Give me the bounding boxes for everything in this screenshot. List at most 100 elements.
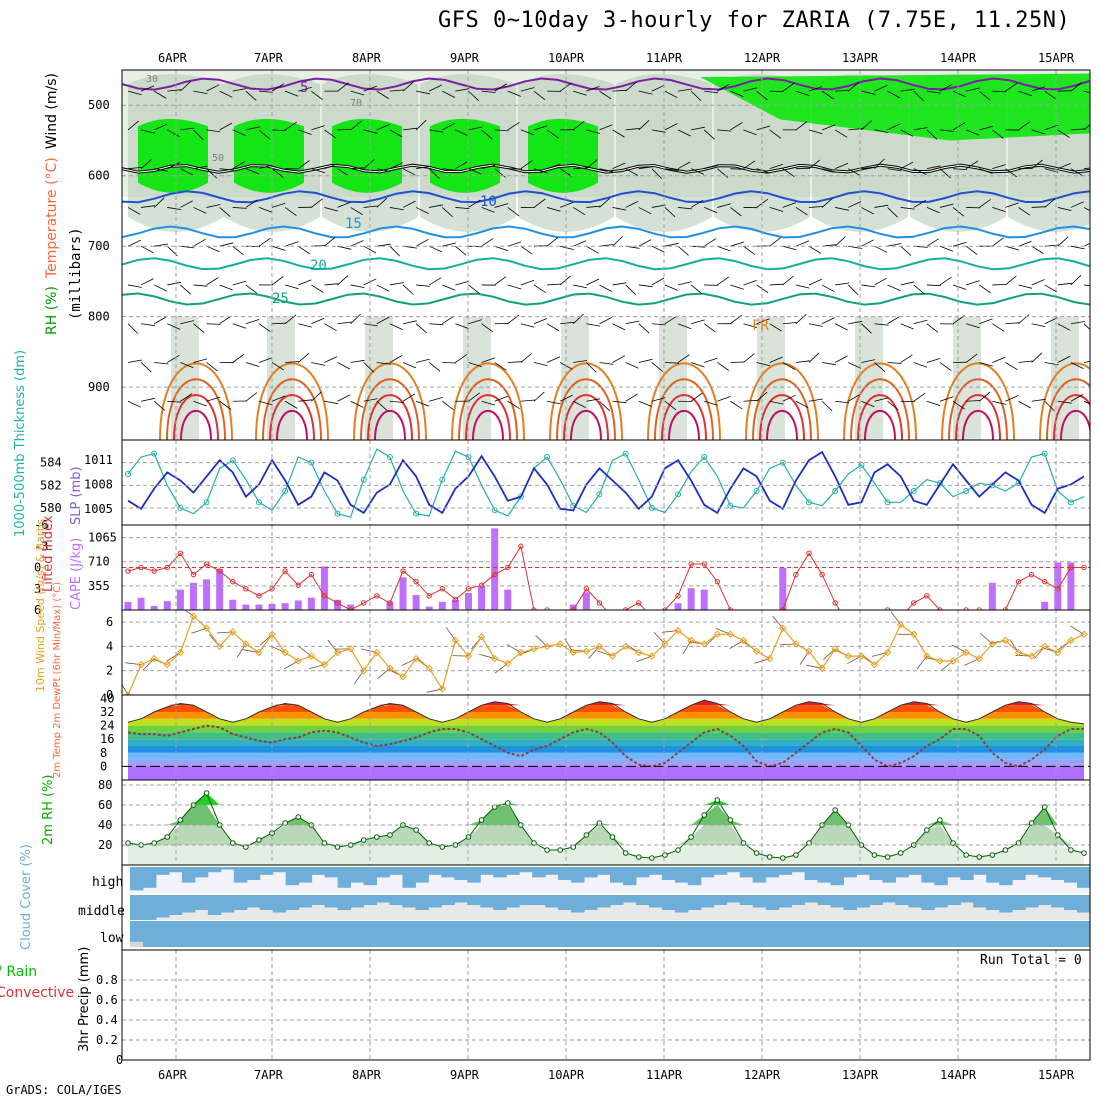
wind-barb bbox=[402, 127, 417, 131]
wind-barb bbox=[284, 400, 298, 409]
wind-barb bbox=[455, 207, 470, 209]
cloud-bar-low bbox=[207, 921, 222, 947]
wind-barb bbox=[153, 90, 167, 99]
lifted-index-point bbox=[806, 550, 812, 557]
wind-barb bbox=[795, 90, 810, 96]
thickness-point bbox=[884, 499, 891, 506]
wind-barb bbox=[206, 84, 220, 92]
cloud-bar-high bbox=[454, 867, 468, 880]
bottom-xtick-4: 10APR bbox=[548, 1068, 585, 1082]
cloud-bar-high bbox=[350, 867, 365, 883]
cloud-bar-middle bbox=[1025, 895, 1039, 908]
wind-barb bbox=[272, 322, 287, 325]
wind-barb bbox=[821, 317, 835, 325]
wind-barb bbox=[978, 391, 991, 402]
lifted-index-point bbox=[295, 582, 301, 588]
wind-barb bbox=[717, 245, 731, 252]
wind-barb bbox=[782, 82, 795, 92]
wind-barb bbox=[690, 392, 703, 402]
wind-barb bbox=[782, 168, 795, 178]
cloud-bar-middle bbox=[519, 895, 533, 905]
wind10m-tick-0: 6 bbox=[106, 615, 113, 629]
cloud-bar-high bbox=[830, 867, 845, 886]
wind-barb bbox=[586, 323, 601, 327]
wind-barb bbox=[258, 164, 273, 170]
rh2m-point bbox=[360, 837, 367, 843]
wind-barb bbox=[1070, 168, 1084, 177]
cloud-bar-high bbox=[921, 867, 935, 883]
wind-barb bbox=[416, 358, 430, 363]
wind10m-point bbox=[543, 642, 551, 651]
cape-bar bbox=[163, 601, 171, 610]
isotherm-label-2: 15 bbox=[345, 216, 362, 232]
wind-barb bbox=[232, 280, 247, 286]
wind-barb bbox=[442, 362, 457, 364]
wind-barb bbox=[245, 319, 260, 325]
cross-section-ytick-3: 800 bbox=[88, 310, 110, 324]
rh2m-point bbox=[1068, 847, 1074, 853]
rh2m-point bbox=[1041, 804, 1048, 810]
cloud-bar-low bbox=[376, 921, 390, 947]
wind-barb bbox=[743, 399, 758, 402]
cloud-bar-low bbox=[804, 921, 819, 947]
cross-section-ylabel-part-1: Temperature (°C) bbox=[44, 157, 60, 279]
wind-barb bbox=[717, 129, 732, 132]
cape-bar bbox=[988, 582, 996, 610]
cape-tick-2: 355 bbox=[88, 579, 110, 593]
wind-barb bbox=[350, 167, 365, 170]
wind-barb bbox=[821, 168, 836, 173]
wind-barb bbox=[586, 159, 598, 169]
cape-bar bbox=[464, 593, 472, 610]
wind10m-point bbox=[635, 648, 643, 657]
cloud-bar-middle bbox=[765, 895, 780, 910]
wind-barb bbox=[900, 281, 915, 286]
cape-tick-0: 1065 bbox=[88, 531, 117, 545]
wind-barb bbox=[966, 87, 980, 92]
wind-barb bbox=[625, 128, 640, 131]
wind10m-tick-2: 2 bbox=[106, 664, 113, 678]
wind-barb bbox=[965, 160, 979, 170]
wind-barb bbox=[704, 90, 719, 94]
wind10m-barb bbox=[184, 610, 194, 617]
cloud-bar-middle bbox=[856, 895, 870, 908]
wind-barb bbox=[756, 391, 768, 402]
wind-barb bbox=[861, 207, 874, 215]
cloud-bar-middle bbox=[324, 895, 339, 908]
warm-loop-8-1 bbox=[948, 378, 1008, 440]
wind-barb bbox=[389, 282, 404, 286]
wind10m-point bbox=[517, 648, 525, 657]
cloud-bar-high bbox=[259, 867, 274, 875]
wind10m-point bbox=[765, 654, 774, 663]
cloud-bar-high bbox=[999, 867, 1013, 886]
cloud-bar-low bbox=[1064, 921, 1078, 947]
rh2m-point bbox=[229, 840, 236, 846]
temp2m-tick-0: 40 bbox=[100, 691, 114, 705]
rh2m-tick-2: 40 bbox=[98, 818, 112, 832]
cloud-bar-middle bbox=[571, 895, 585, 913]
wind-barb bbox=[376, 316, 390, 325]
wind-barb bbox=[979, 199, 991, 208]
wind-barb bbox=[1005, 202, 1019, 208]
lifted-index-point bbox=[636, 600, 642, 606]
lifted-index-point bbox=[125, 568, 131, 574]
cloud-bar-low bbox=[687, 921, 702, 947]
wind-barb bbox=[1031, 279, 1045, 286]
cape-bar bbox=[216, 569, 224, 610]
wind-barb bbox=[337, 394, 351, 402]
wind10m-barb bbox=[353, 670, 365, 684]
warm-loop-3-1 bbox=[458, 378, 518, 440]
wind-barb bbox=[167, 129, 180, 138]
wind-barb bbox=[1031, 352, 1043, 363]
wind-barb bbox=[730, 284, 744, 290]
cloud-bar-high bbox=[363, 867, 377, 886]
wind-barb bbox=[1083, 90, 1090, 94]
rh2m-band-0 bbox=[128, 845, 1084, 865]
wind-barb bbox=[992, 129, 1004, 139]
wind10m-point bbox=[726, 630, 735, 638]
wind-barb bbox=[926, 129, 938, 140]
wind-barb bbox=[468, 284, 480, 294]
cloud-bar-high bbox=[856, 867, 870, 875]
precip-ylabel: 3hr Precip (mm) bbox=[77, 947, 92, 1052]
wind-barb bbox=[926, 400, 941, 406]
rh2m-band-1 bbox=[128, 825, 1084, 845]
